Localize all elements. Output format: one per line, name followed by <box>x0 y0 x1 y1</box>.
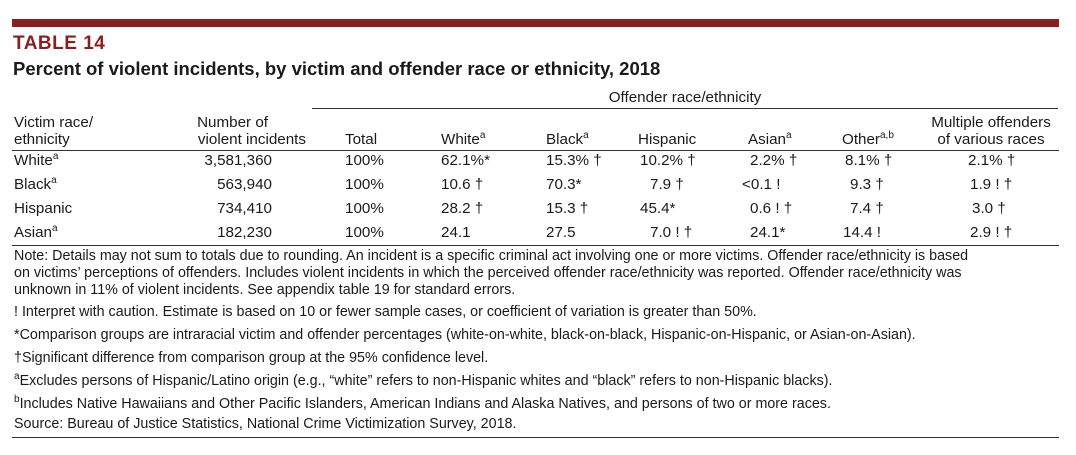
multi-header-line1: Multiple offenders <box>931 114 1051 131</box>
asian-cell: 0.6 ! † <box>750 200 793 217</box>
asian-cell: 24.1* <box>750 224 786 241</box>
total-cell: 100% <box>345 224 384 241</box>
row-label: Whitea <box>14 150 59 169</box>
total-cell: 100% <box>345 176 384 193</box>
black-cell: 15.3% † <box>546 152 602 169</box>
note-line-2: on victims’ perceptions of offenders. In… <box>14 265 962 281</box>
source-note: Source: Bureau of Justice Statistics, Na… <box>14 416 517 432</box>
black-cell: 70.3* <box>546 176 582 193</box>
footer-rule <box>12 437 1059 438</box>
number-cell: 734,410 <box>217 200 272 217</box>
significance-note: †Significant difference from comparison … <box>14 350 489 366</box>
hispanic-cell: 10.2% † <box>640 152 696 169</box>
footnote-a: aExcludes persons of Hispanic/Latino ori… <box>14 371 833 389</box>
multi-cell: 1.9 ! † <box>970 176 1013 193</box>
multi-header-line2: of various races <box>937 131 1045 148</box>
other-cell: 8.1% † <box>845 152 893 169</box>
row-label: Asiana <box>14 222 58 241</box>
white-cell: 28.2 † <box>441 200 484 217</box>
multi-cell: 2.1% † <box>968 152 1016 169</box>
table-title: Percent of violent incidents, by victim … <box>13 58 661 79</box>
table-label: TABLE 14 <box>13 33 106 54</box>
note-line-3: unknown in 11% of violent incidents. See… <box>14 282 516 298</box>
white-cell: 62.1%* <box>441 152 490 169</box>
white-cell: 10.6 † <box>441 176 484 193</box>
table-bottom-rule <box>12 245 1059 246</box>
footnote-b: bIncludes Native Hawaiians and Other Pac… <box>14 394 831 412</box>
number-cell: 563,940 <box>217 176 272 193</box>
asian-cell: <0.1 ! <box>742 176 781 193</box>
row-label: Hispanic <box>14 200 73 217</box>
caution-note: ! Interpret with caution. Estimate is ba… <box>14 304 757 320</box>
multi-cell: 3.0 † <box>972 200 1006 217</box>
number-header-line2: violent incidents <box>197 131 306 148</box>
hispanic-cell: 7.0 ! † <box>650 224 693 241</box>
total-cell: 100% <box>345 200 384 217</box>
multi-cell: 2.9 ! † <box>970 224 1013 241</box>
row-label: Blacka <box>14 174 57 193</box>
number-cell: 182,230 <box>217 224 272 241</box>
hispanic-cell: 7.9 † <box>650 176 684 193</box>
white-header: Whitea <box>441 129 486 148</box>
note-line-1: Note: Details may not sum to totals due … <box>14 248 969 264</box>
total-cell: 100% <box>345 152 384 169</box>
hispanic-cell: 45.4* <box>640 200 676 217</box>
header-bottom-rule <box>12 150 1059 151</box>
hispanic-header: Hispanic <box>638 131 697 148</box>
white-cell: 24.1 <box>441 224 471 241</box>
asian-header: Asiana <box>748 129 792 148</box>
number-header-line1: Number of <box>197 114 268 131</box>
number-cell: 3,581,360 <box>204 152 272 169</box>
other-cell: 9.3 † <box>850 176 884 193</box>
top-accent-bar <box>12 19 1059 27</box>
other-cell: 7.4 † <box>850 200 884 217</box>
victim-header-line1: Victim race/ <box>14 114 94 131</box>
offender-group-header: Offender race/ethnicity <box>608 89 762 106</box>
comparison-note: *Comparison groups are intraracial victi… <box>14 327 916 343</box>
victim-header-line2: ethnicity <box>14 131 70 148</box>
black-cell: 15.3 † <box>546 200 589 217</box>
total-header: Total <box>345 131 378 148</box>
other-header: Othera,b <box>842 129 894 148</box>
other-cell: 14.4 ! <box>843 224 881 241</box>
black-cell: 27.5 <box>546 224 576 241</box>
group-header-rule <box>312 108 1058 109</box>
asian-cell: 2.2% † <box>750 152 798 169</box>
black-header: Blacka <box>546 129 589 148</box>
